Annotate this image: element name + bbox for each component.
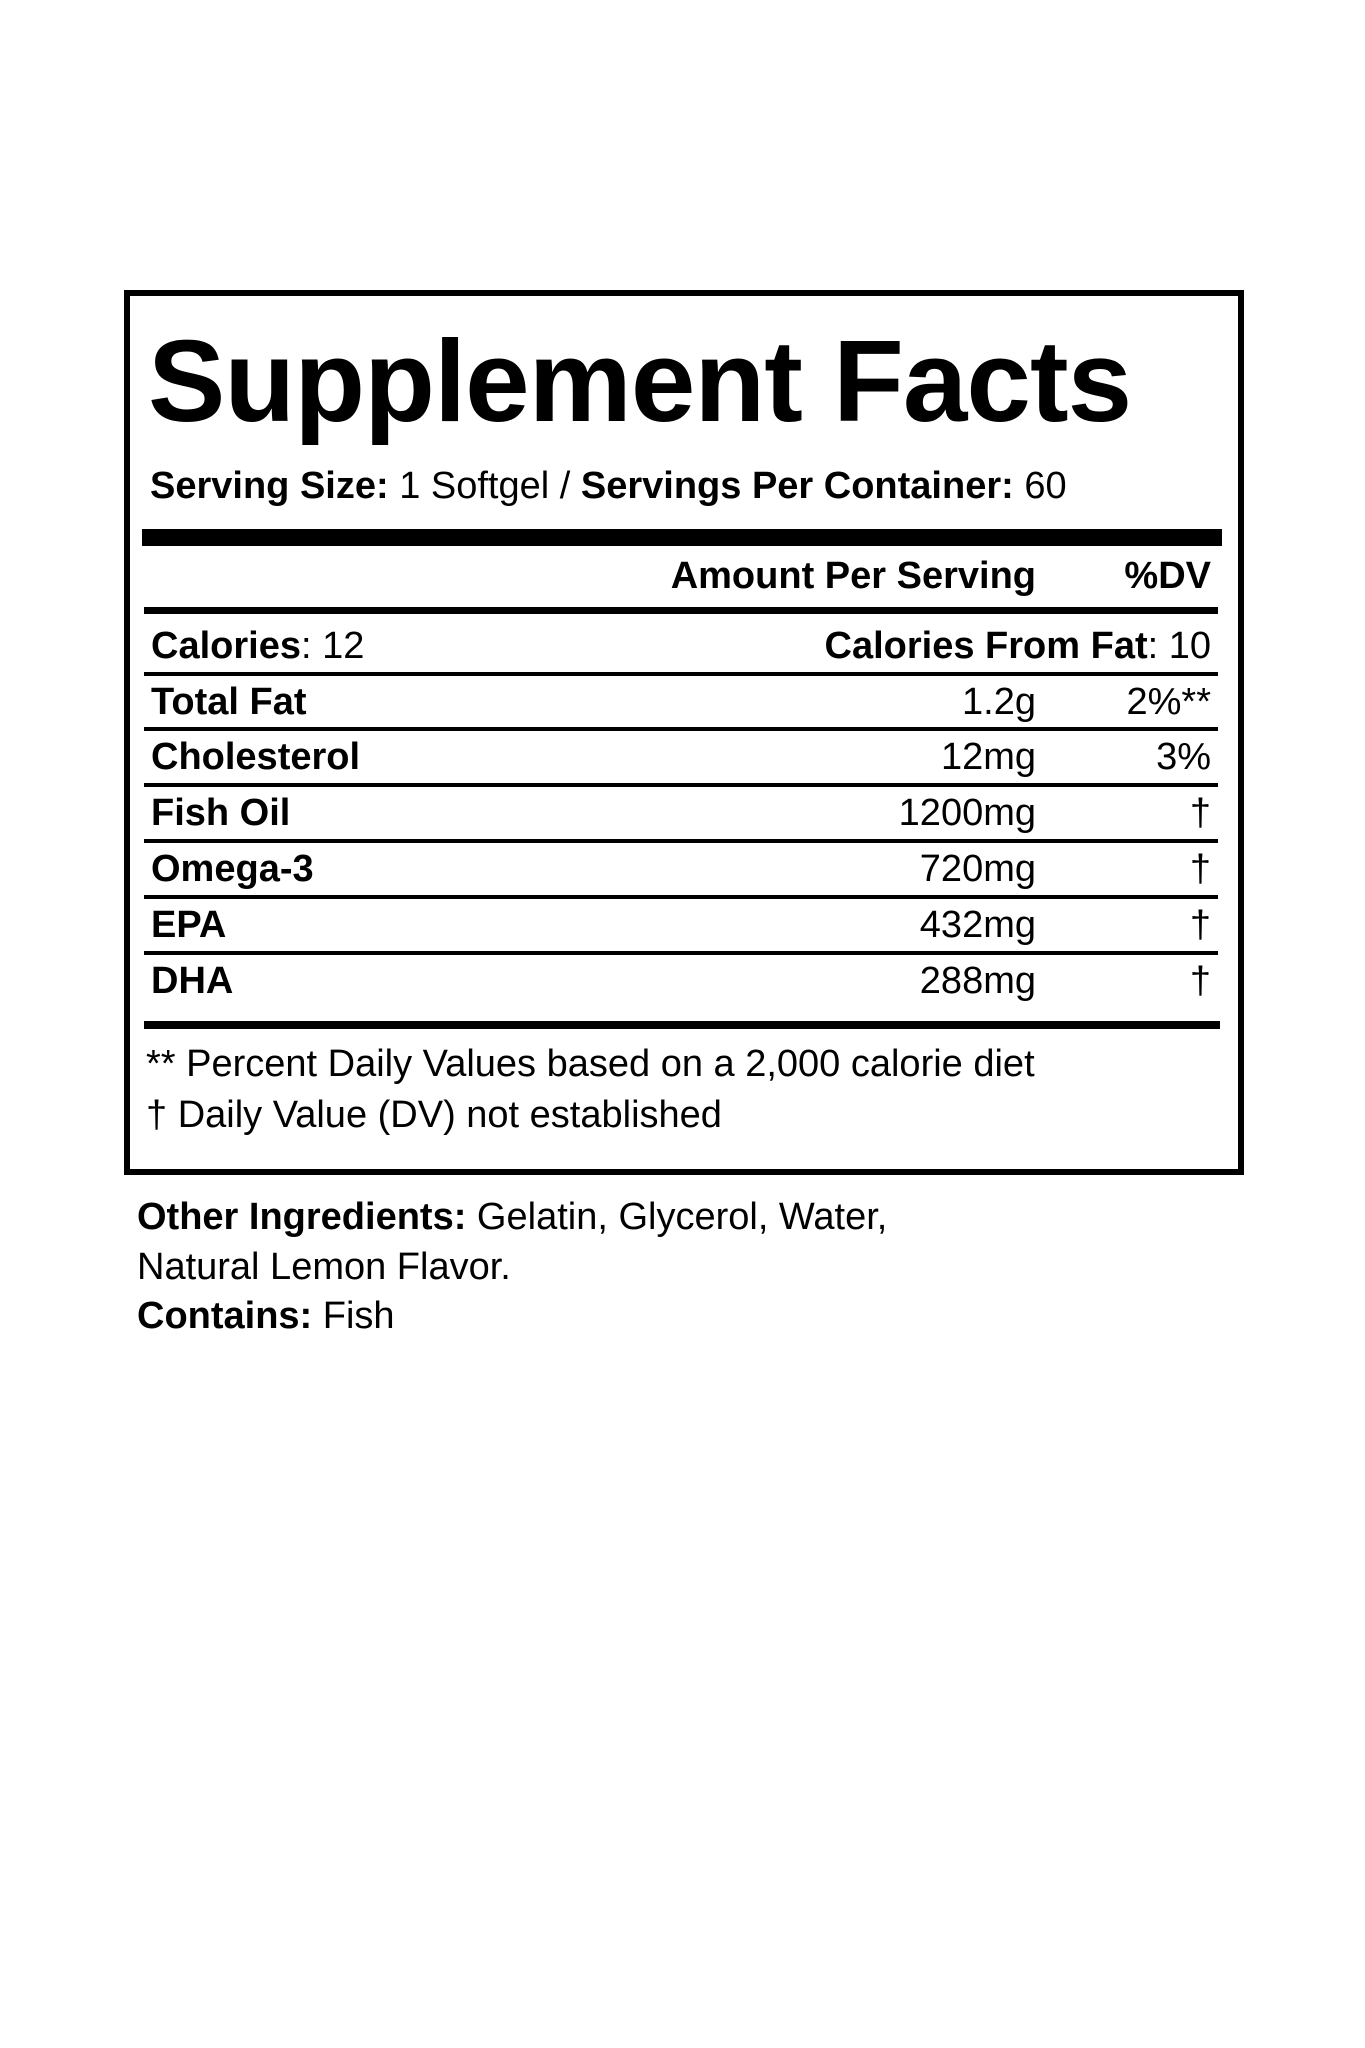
servings-per-container-value: 60 — [1013, 465, 1067, 507]
other-ingredients-value: Gelatin, Glycerol, Water, — [466, 1196, 888, 1238]
nutrient-row: Omega-3 720mg † — [151, 845, 1211, 893]
calories-fat-value: : 10 — [1147, 625, 1211, 667]
nutrient-row: EPA 432mg † — [151, 901, 1211, 949]
nutrient-name: Omega-3 — [151, 848, 314, 890]
nutrient-dv: † — [1189, 792, 1211, 834]
nutrient-amount: 12mg — [940, 736, 1036, 778]
calories-value: : 12 — [300, 625, 365, 667]
nutrient-amount: 432mg — [919, 904, 1036, 946]
nutrient-name: Total Fat — [151, 681, 307, 723]
column-header: Amount Per Serving %DV — [151, 552, 1211, 600]
panel-title: Supplement Facts — [148, 316, 1132, 446]
calories-label: Calories — [151, 625, 301, 667]
serving-info: Serving Size: 1 Softgel / Servings Per C… — [150, 462, 1067, 510]
nutrient-dv: 3% — [1156, 736, 1211, 778]
row-divider — [144, 895, 1218, 899]
nutrient-dv: † — [1189, 904, 1211, 946]
row-divider — [144, 727, 1218, 731]
contains-label: Contains: — [137, 1295, 313, 1337]
nutrient-name: EPA — [151, 904, 227, 946]
nutrient-dv: † — [1189, 960, 1211, 1002]
other-ingredients-label: Other Ingredients: — [137, 1196, 467, 1238]
row-divider — [144, 672, 1218, 676]
amount-header: Amount Per Serving — [670, 555, 1036, 597]
row-divider — [144, 839, 1218, 843]
thick-divider-bottom — [144, 1021, 1220, 1029]
calories-fat-label: Calories From Fat — [824, 625, 1148, 667]
nutrient-name: Fish Oil — [151, 792, 291, 834]
nutrient-amount: 288mg — [919, 960, 1036, 1002]
other-ingredients-line2: Natural Lemon Flavor. — [137, 1246, 511, 1288]
supplement-facts-panel — [124, 290, 1244, 1175]
row-divider — [144, 951, 1218, 955]
medium-divider — [144, 607, 1218, 614]
contains-value: Fish — [312, 1295, 395, 1337]
nutrient-row: Total Fat 1.2g 2%** — [151, 678, 1211, 726]
footnote-dv: ** Percent Daily Values based on a 2,000… — [146, 1043, 1035, 1085]
calories-row: Calories: 12 Calories From Fat: 10 — [151, 622, 1211, 670]
nutrient-amount: 1200mg — [898, 792, 1036, 834]
nutrient-dv: 2%** — [1126, 681, 1212, 723]
nutrient-amount: 720mg — [919, 848, 1036, 890]
nutrient-row: Fish Oil 1200mg † — [151, 789, 1211, 837]
thick-divider — [142, 529, 1222, 546]
serving-size-value: 1 Softgel / — [388, 465, 581, 507]
servings-per-container-label: Servings Per Container: — [580, 465, 1014, 507]
nutrient-dv: † — [1189, 848, 1211, 890]
nutrient-row: DHA 288mg † — [151, 957, 1211, 1005]
nutrient-name: DHA — [151, 960, 234, 1002]
nutrient-amount: 1.2g — [962, 681, 1036, 723]
other-ingredients: Other Ingredients: Gelatin, Glycerol, Wa… — [137, 1193, 887, 1241]
footnote-dagger: † Daily Value (DV) not established — [146, 1094, 722, 1136]
dv-header: %DV — [1124, 555, 1211, 597]
row-divider — [144, 783, 1218, 787]
serving-size-label: Serving Size: — [150, 465, 389, 507]
nutrient-row: Cholesterol 12mg 3% — [151, 733, 1211, 781]
contains: Contains: Fish — [137, 1292, 395, 1340]
nutrient-name: Cholesterol — [151, 736, 361, 778]
